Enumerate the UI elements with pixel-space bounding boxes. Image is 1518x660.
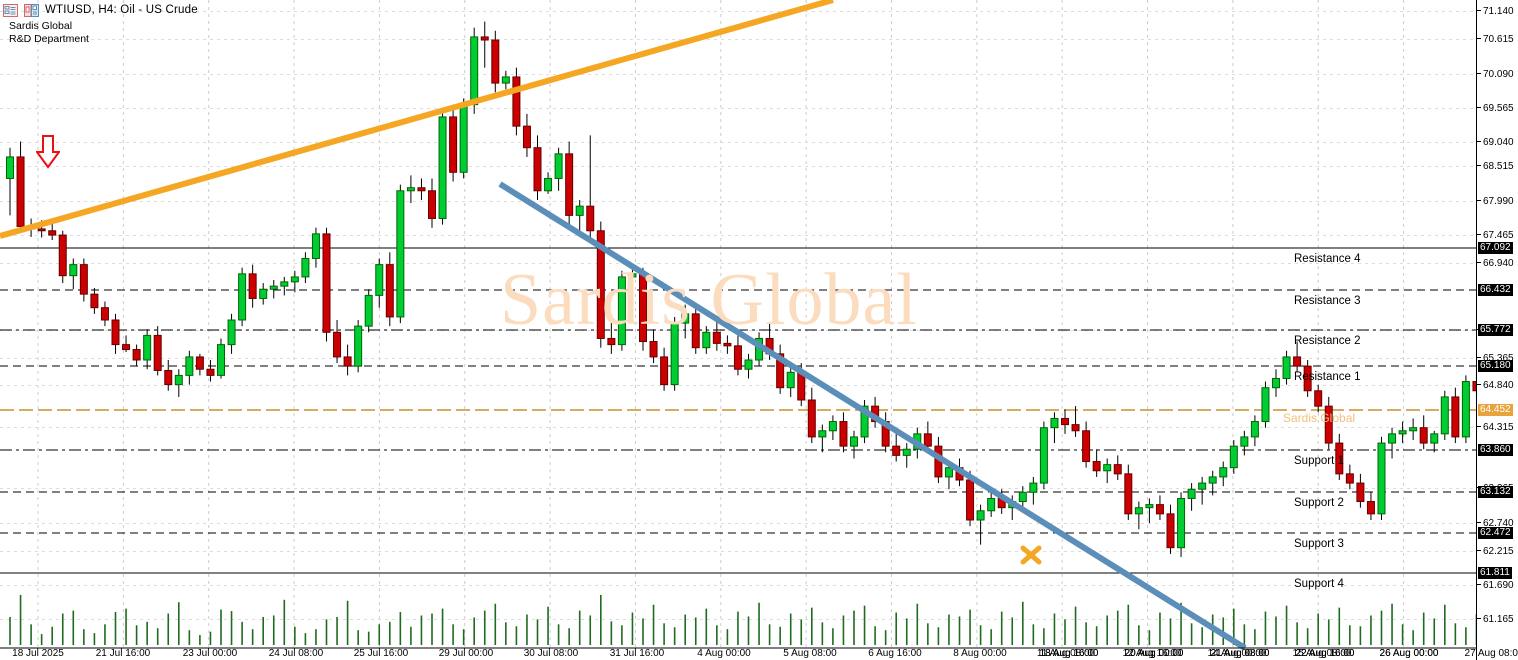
org-line-1: Sardis Global <box>9 20 73 32</box>
price-tick: 64.840 <box>1477 380 1518 391</box>
price-tick-label: 65.365 <box>1483 353 1514 364</box>
time-tick-label: 4 Aug 00:00 <box>697 648 751 659</box>
org-label: Sardis Global R&D Department <box>9 20 198 45</box>
price-tag-resistance-1: 65.180 <box>1478 360 1513 372</box>
time-tick-label: 18 Jul 2025 <box>12 648 64 659</box>
time-tick-label: 8 Aug 00:00 <box>953 648 1007 659</box>
time-tick-label: 26 Aug 00:00 <box>1379 648 1439 659</box>
price-tick: 67.465 <box>1477 230 1518 241</box>
price-tick-label: 70.615 <box>1483 34 1514 45</box>
price-tick-label: 67.465 <box>1483 230 1514 241</box>
time-scale[interactable]: 18 Jul 2025 21 Jul 16:00 23 Jul 00:00 24 Ju… <box>0 648 1518 660</box>
time-tick-label: 20 Aug 00:00 <box>1124 648 1184 659</box>
list-view-icon[interactable] <box>3 3 18 17</box>
price-tick: 65.365 <box>1477 353 1518 364</box>
time-tick-label: 6 Aug 16:00 <box>868 648 922 659</box>
price-tick: 69.565 <box>1477 103 1518 114</box>
time-tick-label: 26 Aug 00:00 <box>1379 648 1439 659</box>
price-tick: 62.215 <box>1477 546 1518 557</box>
level-label-support-2: Support 2 <box>1294 497 1344 509</box>
price-tick-label: 68.515 <box>1483 161 1514 172</box>
chart-canvas <box>0 0 1476 651</box>
time-tick-label: 14 Aug 00:00 <box>1207 648 1267 659</box>
time-tick-label: 12 Aug 16:00 <box>1122 648 1182 659</box>
red-down-arrow-marker[interactable] <box>35 135 61 174</box>
price-tag-support-1: 63.860 <box>1478 444 1513 456</box>
time-tick-label: 21 Jul 16:00 <box>95 648 151 659</box>
symbol-period-label: WTIUSD, H4: Oil - US Crude <box>45 4 198 16</box>
price-tick-label: 71.140 <box>1483 6 1514 17</box>
level-label-support-3: Support 3 <box>1294 538 1344 550</box>
time-tick-label: 22 Aug 16:00 <box>1295 648 1355 659</box>
price-tick: 70.090 <box>1477 69 1518 80</box>
chart-template-icon[interactable] <box>24 3 39 17</box>
level-label-support-4: Support 4 <box>1294 578 1344 590</box>
price-tick-label: 62.215 <box>1483 546 1514 557</box>
price-tick: 62.740 <box>1477 518 1518 529</box>
price-tick-label: 69.040 <box>1483 137 1514 148</box>
level-label-resistance-4: Resistance 4 <box>1294 253 1361 265</box>
time-tick-label: 21 Aug 08:00 <box>1210 648 1270 659</box>
time-tick-label: 15 Aug 08:00 <box>1292 648 1352 659</box>
price-tick-label: 61.165 <box>1483 614 1514 625</box>
time-tick-label: 18 Aug 16:00 <box>1039 648 1099 659</box>
time-tick-label: 11 Aug 08:00 <box>1036 648 1096 659</box>
level-label-resistance-2: Resistance 2 <box>1294 335 1361 347</box>
orange-x-marker[interactable] <box>1020 544 1042 571</box>
time-tick-label: 18 Aug 16:00 <box>1039 648 1099 659</box>
level-label-resistance-3: Resistance 3 <box>1294 295 1361 307</box>
price-tick-label: 69.565 <box>1483 103 1514 114</box>
bid-price-tag: 64.452 <box>1478 404 1513 416</box>
price-tag-support-2: 63.132 <box>1478 486 1513 498</box>
time-tick-label: 31 Jul 16:00 <box>609 648 665 659</box>
time-tick-label: 27 Aug 08:00 <box>1464 648 1518 659</box>
price-tick: 70.615 <box>1477 34 1518 45</box>
price-tick: 71.140 <box>1477 6 1518 17</box>
time-tick-label: 21 Aug 08:00 <box>1210 648 1270 659</box>
price-tick: 67.990 <box>1477 196 1518 207</box>
time-tick-label: 30 Jul 08:00 <box>523 648 579 659</box>
price-tick-label: 61.690 <box>1483 580 1514 591</box>
level-label-resistance-1: Resistance 1 <box>1294 371 1361 383</box>
level-label-support-1: Support 1 <box>1294 455 1344 467</box>
price-tick-label: 67.990 <box>1483 196 1514 207</box>
price-scale[interactable]: 71.140 70.615 70.090 69.565 69.040 68.515 67.9… <box>1476 0 1518 660</box>
price-tag-resistance-3: 66.432 <box>1478 284 1513 296</box>
price-tag-resistance-2: 65.772 <box>1478 324 1513 336</box>
chart-header: WTIUSD, H4: Oil - US Crude Sardis Global… <box>0 0 198 45</box>
time-tick-label: 25 Jul 16:00 <box>353 648 409 659</box>
time-tick-label: 29 Jul 00:00 <box>438 648 494 659</box>
price-tick-label: 66.940 <box>1483 258 1514 269</box>
price-tick-label: 64.315 <box>1483 422 1514 433</box>
time-tick-label: 5 Aug 08:00 <box>783 648 837 659</box>
price-tag-support-3: 62.472 <box>1478 527 1513 539</box>
price-tick-label: 64.840 <box>1483 380 1514 391</box>
chart-plot-area[interactable] <box>0 0 1476 660</box>
time-tick-label: 24 Jul 08:00 <box>268 648 324 659</box>
price-tick-label: 62.740 <box>1483 518 1514 529</box>
price-tick: 69.040 <box>1477 137 1518 148</box>
org-line-2: R&D Department <box>9 32 89 45</box>
time-tick-label: 23 Jul 00:00 <box>182 648 238 659</box>
price-tick: 61.165 <box>1477 614 1518 625</box>
price-tag-support-4: 61.811 <box>1478 567 1512 579</box>
price-tick: 64.315 <box>1477 422 1518 433</box>
time-tick-label: 20 Aug 00:00 <box>1124 648 1184 659</box>
price-tick-label: 70.090 <box>1483 69 1514 80</box>
price-tag-resistance-4: 67.092 <box>1478 242 1513 254</box>
price-tick: 61.690 <box>1477 580 1518 591</box>
price-tick: 68.515 <box>1477 161 1518 172</box>
price-tick: 66.940 <box>1477 258 1518 269</box>
time-tick-label: 22 Aug 16:00 <box>1295 648 1355 659</box>
